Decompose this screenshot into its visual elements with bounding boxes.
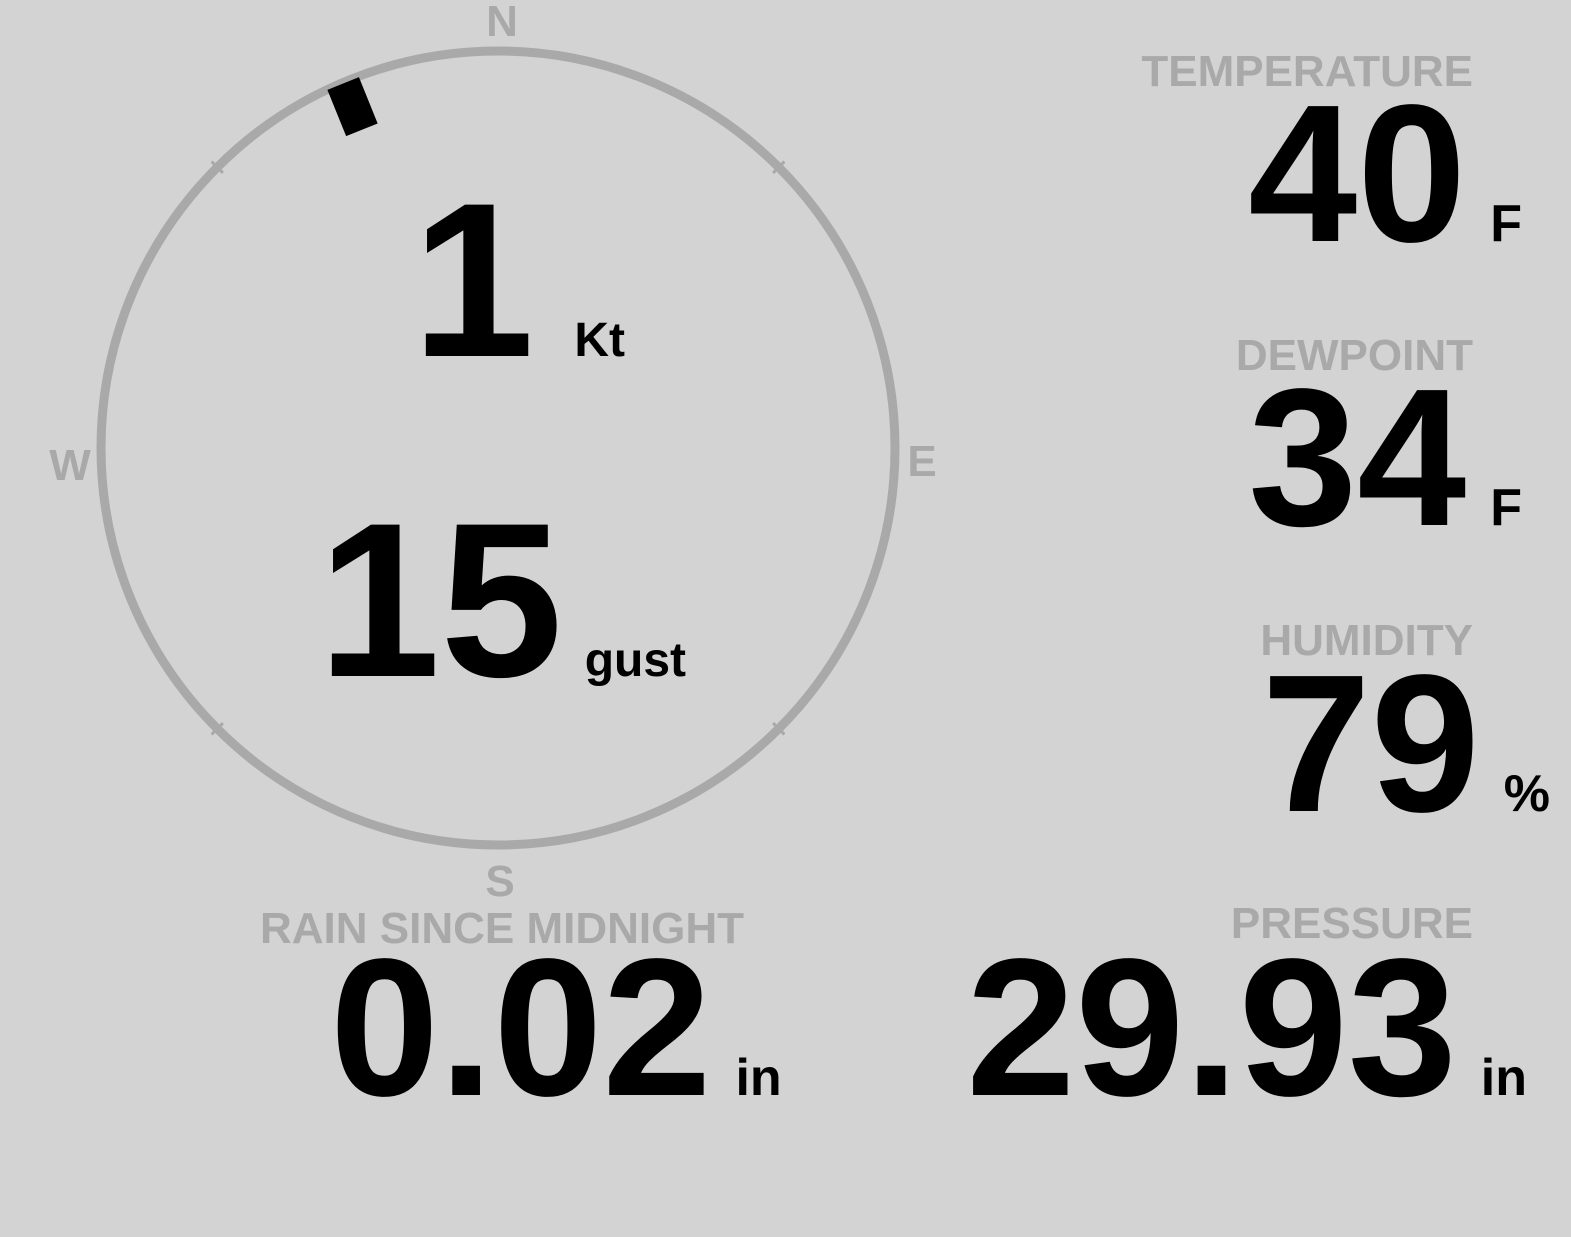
rain-reading: 0.02 in: [330, 930, 782, 1126]
rain-value: 0.02: [330, 918, 712, 1137]
compass-tick: [772, 722, 786, 736]
humidity-label: HUMIDITY: [1260, 616, 1473, 665]
humidity-value: 79: [1261, 634, 1480, 853]
wind-gust-value: 15: [318, 477, 563, 723]
temperature-reading: 40 F: [1248, 76, 1522, 272]
compass-south-label: S: [485, 857, 515, 906]
wind-gust: 15 gust: [318, 490, 686, 710]
dewpoint-reading: 34 F: [1248, 360, 1522, 556]
compass-west-label: W: [49, 441, 91, 490]
wind-direction-marker: [327, 77, 378, 137]
temperature-unit: F: [1490, 195, 1522, 253]
rain-label: RAIN SINCE MIDNIGHT: [260, 904, 744, 953]
pressure-unit: in: [1480, 1049, 1527, 1107]
wind-speed: 1 Kt: [412, 170, 625, 390]
wind-gust-unit: gust: [584, 634, 687, 687]
humidity-reading: 79%: [1262, 646, 1550, 842]
compass-north-label: N: [486, 0, 518, 46]
temperature-value: 40: [1248, 64, 1467, 283]
humidity-unit: %: [1503, 765, 1550, 823]
pressure-reading: 29.93 in: [966, 930, 1527, 1126]
dewpoint-value: 34: [1248, 348, 1467, 567]
pressure-value: 29.93: [966, 918, 1457, 1137]
compass-tick: [210, 160, 224, 174]
wind-speed-value: 1: [412, 157, 535, 403]
wind-speed-unit: Kt: [574, 314, 626, 367]
compass-east-label: E: [907, 437, 937, 486]
temperature-label: TEMPERATURE: [1141, 47, 1473, 96]
rain-unit: in: [735, 1049, 782, 1107]
compass-tick: [772, 160, 786, 174]
compass-tick: [210, 722, 224, 736]
dewpoint-label: DEWPOINT: [1235, 331, 1473, 380]
compass-ring: [96, 46, 900, 850]
pressure-label: PRESSURE: [1230, 899, 1473, 948]
dewpoint-unit: F: [1490, 479, 1522, 537]
